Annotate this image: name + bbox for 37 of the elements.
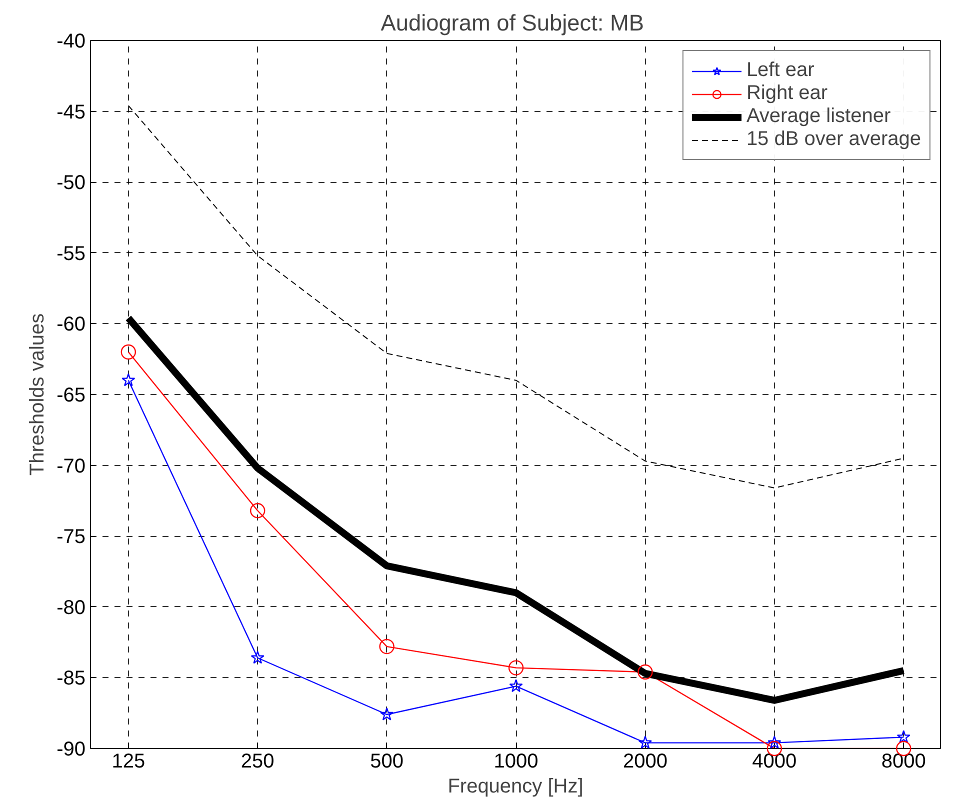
y-tick-label: -55 [56,242,86,265]
y-tick-label: -60 [56,314,86,336]
point [250,503,266,518]
point [509,679,523,692]
legend-label: Right ear [746,82,828,105]
point [768,736,782,749]
point [638,736,652,749]
y-tick-label: -40 [56,30,86,52]
legend-label: Left ear [746,59,814,82]
y-tick-label: -50 [56,172,86,194]
x-tick-label: 4000 [752,750,797,772]
y-tick-label: -90 [56,738,86,760]
x-axis-title: Frequency [Hz] [448,776,584,798]
y-tick-label: -75 [56,526,86,548]
x-tick-label: 125 [112,750,146,772]
x-tick-label: 1000 [494,750,538,772]
y-tick-label: -65 [56,384,86,406]
y-tick-label: -80 [56,596,86,619]
legend-label: 15 dB over average [746,128,921,151]
x-tick-label: 2000 [622,750,668,772]
point [122,373,136,386]
x-tick-label: 500 [370,750,404,772]
chart-title: Audiogram of Subject: MB [380,10,644,36]
point [896,730,910,744]
point [120,344,136,360]
x-tick-label: 250 [240,750,274,772]
y-tick-label: -45 [56,101,86,124]
y-tick-label: -85 [56,668,86,690]
point [250,650,264,664]
point [508,660,524,676]
y-tick-label: -70 [56,455,86,478]
point [379,638,394,654]
x-tick-label: 8000 [881,750,926,772]
point [380,707,394,720]
y-axis-title: Thresholds values [26,313,49,476]
legend-label: Average listener [746,105,891,128]
point [638,664,653,680]
